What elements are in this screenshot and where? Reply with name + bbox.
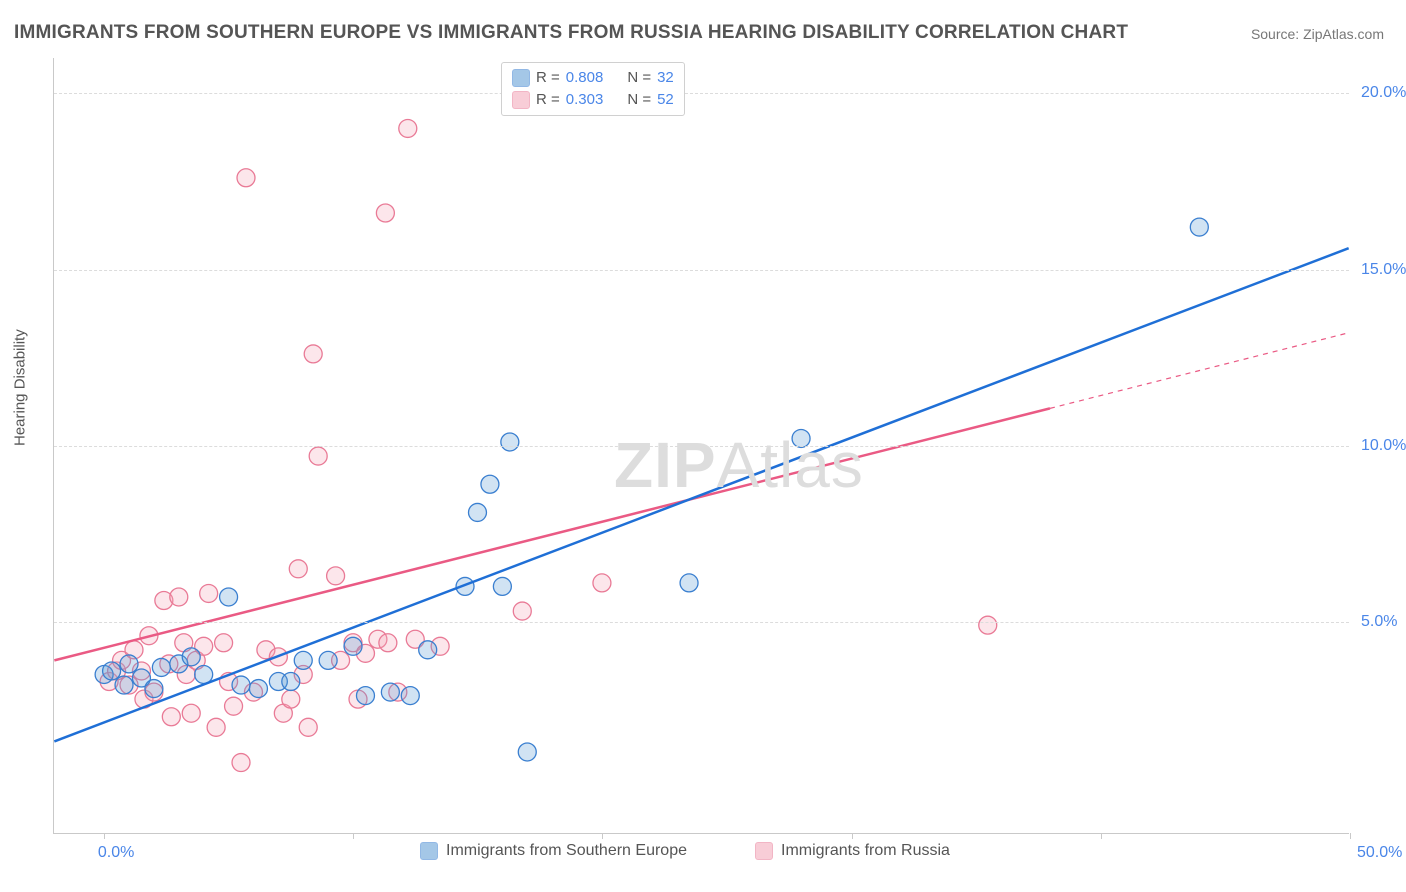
scatter-point [501,433,519,451]
scatter-point [481,475,499,493]
legend-correlation-box: R = 0.808 N = 32 R = 0.303 N = 52 [501,62,685,116]
scatter-point [249,680,267,698]
x-axis-max-label: 50.0% [1357,844,1402,862]
scatter-point [344,637,362,655]
legend-swatch [512,69,530,87]
legend-n-label: N = [627,89,651,111]
scatter-point [680,574,698,592]
legend-series: Immigrants from Southern Europe [420,842,687,860]
chart-plot-area: ZIPAtlas R =0.808N =32R =0.303N =52 [53,58,1349,834]
scatter-point [299,718,317,736]
scatter-point [282,690,300,708]
scatter-point [215,634,233,652]
scatter-point [401,687,419,705]
x-tick [353,833,354,839]
legend-r-label: R = [536,89,560,111]
scatter-point [232,676,250,694]
legend-n-value: 32 [657,67,674,89]
regression-line [54,248,1348,741]
scatter-point [379,634,397,652]
legend-swatch [755,842,773,860]
scatter-point [468,503,486,521]
scatter-point [319,651,337,669]
legend-series-label: Immigrants from Southern Europe [446,842,687,860]
scatter-point [513,602,531,620]
scatter-point [232,754,250,772]
legend-series-label: Immigrants from Russia [781,842,950,860]
legend-swatch [420,842,438,860]
scatter-point [170,588,188,606]
scatter-point [419,641,437,659]
scatter-point [120,655,138,673]
y-axis-label: Hearing Disability [12,329,29,446]
scatter-point [103,662,121,680]
legend-r-value: 0.303 [566,89,604,111]
gridline-h [54,93,1349,94]
y-tick-label: 20.0% [1361,84,1406,102]
scatter-point [381,683,399,701]
scatter-point [356,687,374,705]
scatter-point [327,567,345,585]
scatter-point [237,169,255,187]
legend-n-value: 52 [657,89,674,111]
x-tick [1350,833,1351,839]
legend-row: R = 0.303 N = 52 [512,89,674,111]
scatter-point [207,718,225,736]
scatter-point [294,651,312,669]
y-tick-label: 10.0% [1361,437,1406,455]
scatter-point [182,648,200,666]
scatter-point [399,119,417,137]
scatter-point [145,680,163,698]
scatter-point [195,665,213,683]
y-tick-label: 5.0% [1361,613,1397,631]
scatter-point [162,708,180,726]
scatter-point [200,584,218,602]
source-attribution: Source: ZipAtlas.com [1251,26,1384,42]
scatter-point [493,577,511,595]
scatter-point [282,673,300,691]
scatter-point [220,588,238,606]
legend-swatch [512,91,530,109]
x-tick [1101,833,1102,839]
scatter-point [304,345,322,363]
x-tick [852,833,853,839]
scatter-point [593,574,611,592]
y-tick-label: 15.0% [1361,261,1406,279]
scatter-point [1190,218,1208,236]
scatter-point [518,743,536,761]
legend-row: R = 0.808 N = 32 [512,67,674,89]
x-tick [104,833,105,839]
scatter-point [792,429,810,447]
chart-title: IMMIGRANTS FROM SOUTHERN EUROPE VS IMMIG… [14,22,1128,44]
legend-series: Immigrants from Russia [755,842,950,860]
scatter-point [979,616,997,634]
scatter-point [225,697,243,715]
scatter-point [152,658,170,676]
scatter-point [376,204,394,222]
gridline-h [54,622,1349,623]
scatter-point [289,560,307,578]
legend-r-value: 0.808 [566,67,604,89]
x-tick [602,833,603,839]
scatter-point [309,447,327,465]
gridline-h [54,270,1349,271]
scatter-point [182,704,200,722]
legend-n-label: N = [627,67,651,89]
legend-r-label: R = [536,67,560,89]
x-axis-min-label: 0.0% [98,844,134,862]
scatter-point [115,676,133,694]
gridline-h [54,446,1349,447]
